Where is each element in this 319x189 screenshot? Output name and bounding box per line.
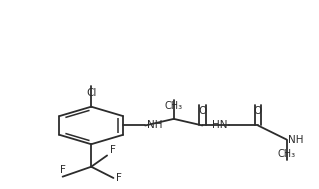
Text: O: O <box>254 106 262 116</box>
Text: Cl: Cl <box>86 88 96 98</box>
Text: F: F <box>60 165 66 175</box>
Text: HN: HN <box>212 120 228 130</box>
Text: CH₃: CH₃ <box>278 149 296 159</box>
Text: F: F <box>116 173 122 183</box>
Text: NH: NH <box>288 135 304 145</box>
Text: CH₃: CH₃ <box>165 101 183 111</box>
Text: O: O <box>198 106 206 116</box>
Text: F: F <box>110 146 115 156</box>
Text: NH: NH <box>147 120 162 130</box>
